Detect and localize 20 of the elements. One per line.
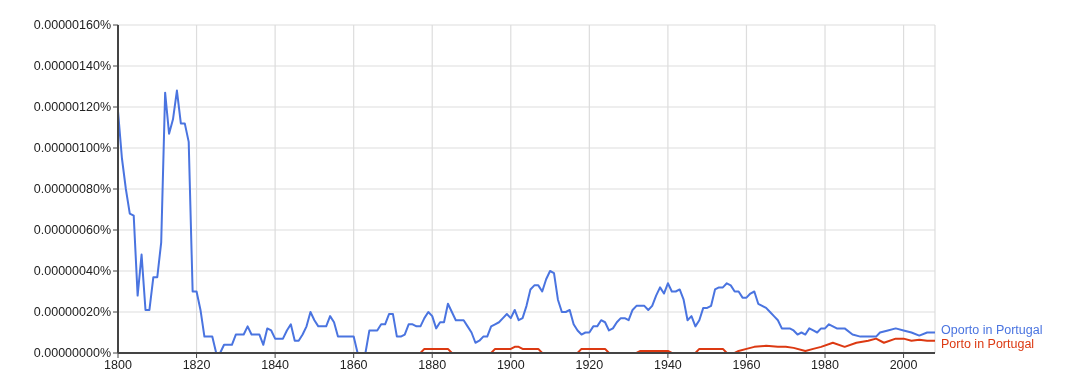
y-tick-label: 0.00000160% [33,18,111,33]
x-tick-label: 1880 [418,357,447,372]
y-tick-label: 0.00000040% [33,264,111,279]
x-tick-label: 1980 [811,357,839,372]
x-tick-label: 1860 [339,357,368,372]
y-tick-label: 0.00000020% [33,305,111,320]
x-tick-label: 1940 [654,357,682,372]
y-tick-label: 0.00000060% [33,223,111,238]
series-label: Porto in Portugal [941,336,1035,351]
y-tick-label: 0.00000080% [33,182,111,197]
x-tick-label: 2000 [889,357,918,372]
y-tick-label: 0.00000120% [33,100,111,115]
series-label: Oporto in Portugal [941,322,1043,337]
x-tick-label: 1920 [575,357,604,372]
x-tick-label: 1960 [732,357,761,372]
x-tick-label: 1900 [496,357,525,372]
y-tick-label: 0.00000100% [33,141,111,156]
y-tick-label: 0.00000140% [33,59,111,74]
x-tick-label: 1820 [182,357,211,372]
x-tick-label: 1840 [261,357,290,372]
